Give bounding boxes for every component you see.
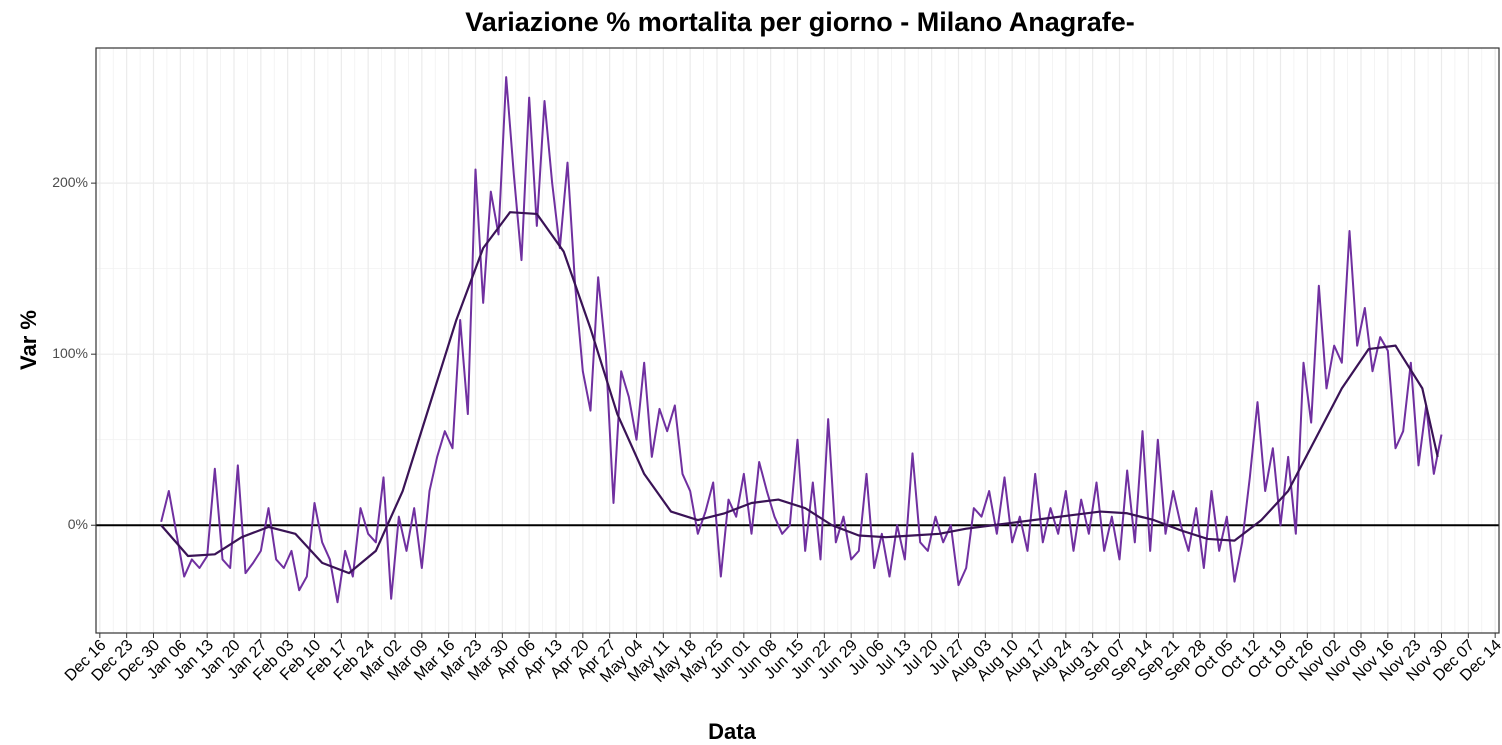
y-tick-label: 200%: [52, 174, 88, 190]
marks: [96, 76, 1499, 604]
y-tick-label: 0%: [68, 516, 88, 532]
x-axis-label: Data: [708, 719, 756, 744]
chart-title: Variazione % mortalita per giorno - Mila…: [465, 7, 1135, 37]
grid: [96, 48, 1499, 633]
y-tick-label: 100%: [52, 345, 88, 361]
data-line: [160, 211, 1439, 575]
data-line: [160, 76, 1443, 604]
y-axis-label: Var %: [16, 310, 41, 370]
